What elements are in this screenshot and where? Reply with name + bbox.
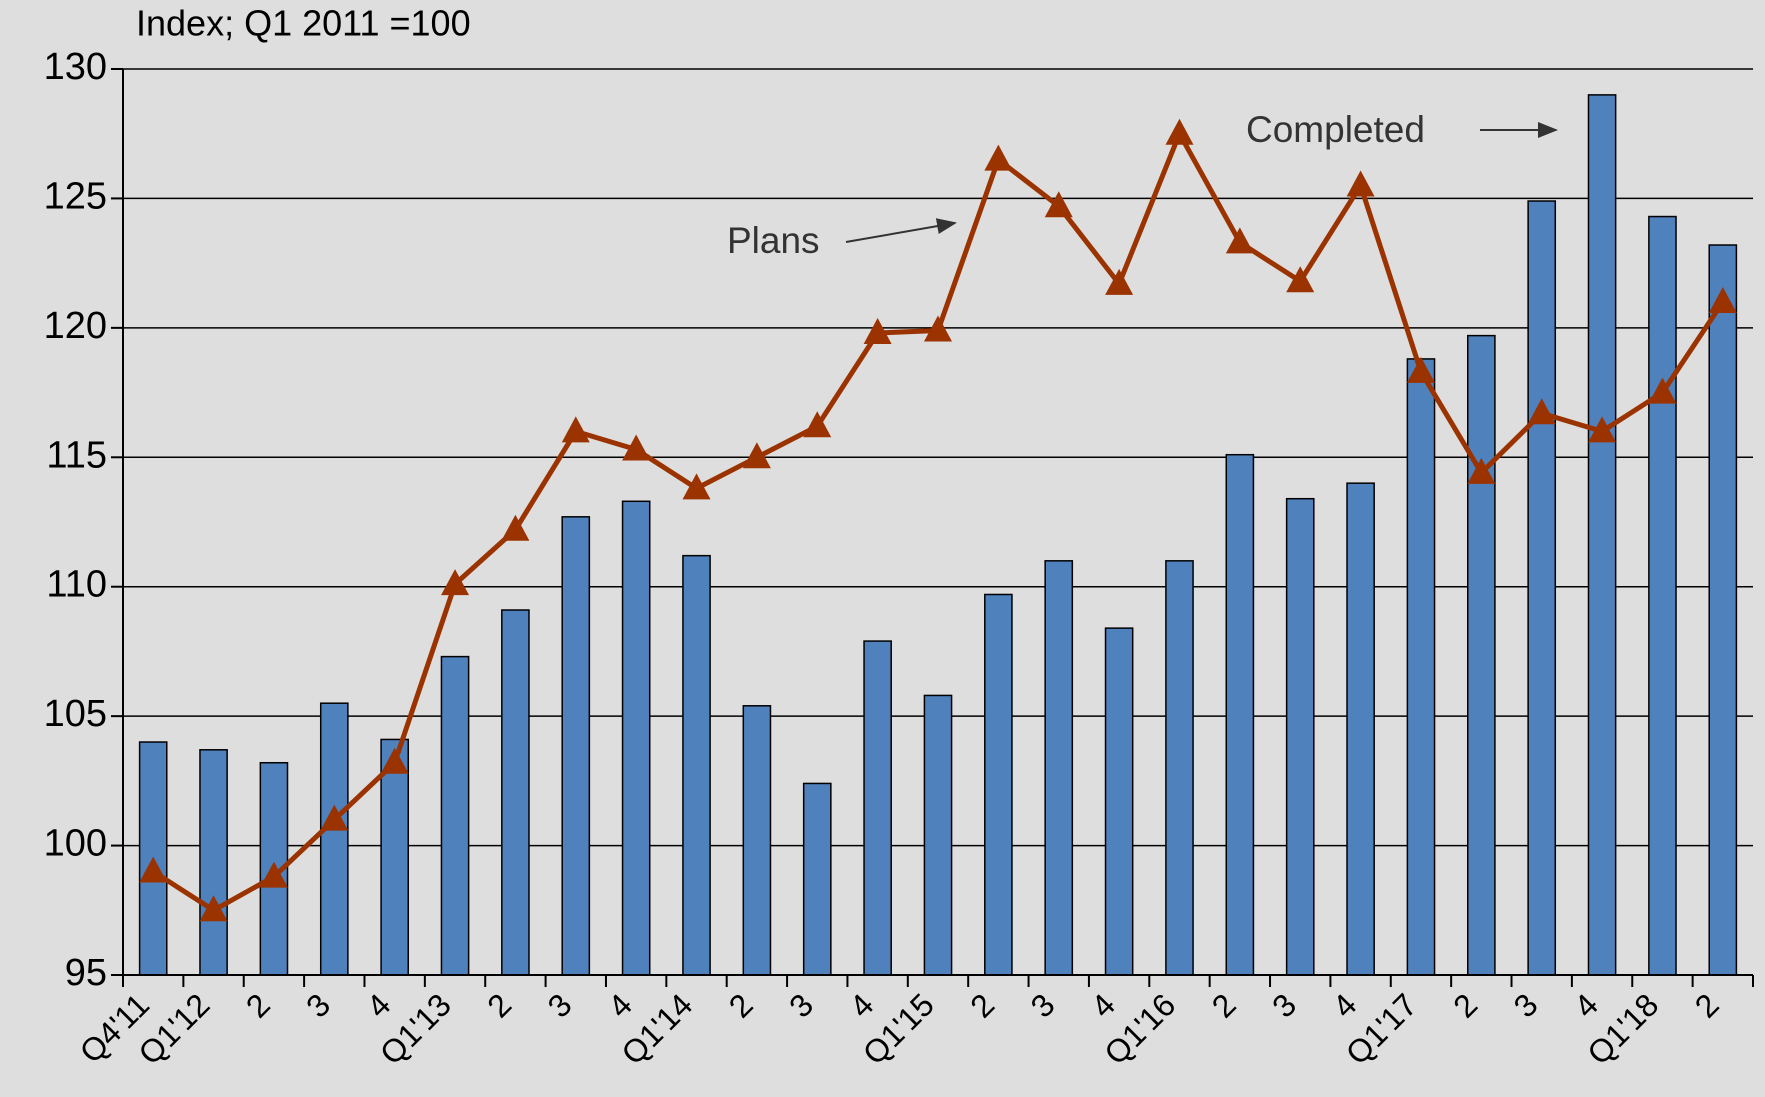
y-tick-label: 110	[46, 564, 107, 606]
marker	[1406, 356, 1435, 383]
marker	[561, 416, 590, 443]
bar	[440, 655, 470, 976]
bar	[319, 702, 349, 976]
bar	[621, 500, 651, 976]
marker	[1708, 286, 1737, 313]
marker	[682, 473, 711, 500]
marker	[441, 569, 470, 596]
bar	[1285, 497, 1315, 976]
marker	[622, 434, 651, 461]
y-tick-label: 125	[44, 175, 107, 217]
bar	[923, 694, 953, 976]
bar	[1406, 358, 1436, 976]
marker	[501, 514, 530, 541]
marker	[1165, 118, 1194, 145]
subtitle: Index; Q1 2011 =100	[136, 3, 471, 44]
marker	[924, 315, 952, 342]
marker	[380, 747, 409, 774]
bar	[802, 782, 832, 976]
completed-annotation: Completed	[1246, 109, 1425, 150]
bar	[1648, 215, 1677, 976]
marker	[984, 144, 1013, 171]
y-tick-label: 115	[46, 434, 107, 476]
marker	[1588, 416, 1617, 443]
bar	[1225, 453, 1255, 976]
bar	[742, 705, 772, 976]
bar	[863, 640, 892, 976]
marker	[1648, 377, 1677, 404]
bar	[501, 609, 530, 976]
bar	[984, 593, 1013, 976]
bar	[1346, 482, 1375, 976]
marker	[1467, 457, 1496, 484]
bar	[1708, 244, 1738, 976]
marker	[1346, 170, 1375, 197]
marker	[139, 856, 168, 883]
marker	[199, 895, 228, 922]
bar	[1165, 560, 1194, 976]
marker	[863, 318, 892, 345]
bar	[1587, 94, 1617, 976]
y-tick-label: 120	[44, 305, 107, 347]
marker	[1105, 268, 1134, 295]
marker	[1225, 227, 1254, 254]
bar	[380, 738, 410, 976]
marker	[803, 411, 832, 438]
marker	[259, 861, 288, 888]
bar	[199, 749, 228, 976]
marker	[1044, 191, 1073, 218]
bar	[1044, 560, 1074, 976]
bar	[561, 516, 591, 976]
y-tick-label: 130	[44, 46, 107, 88]
plans-arrow	[845, 218, 957, 243]
marker	[1286, 266, 1315, 293]
bar	[1467, 334, 1496, 976]
plans-annotation: Plans	[727, 220, 820, 261]
marker	[1527, 398, 1556, 425]
bar	[682, 554, 711, 976]
bar	[1104, 627, 1134, 976]
y-tick-label: 95	[65, 952, 107, 994]
bar	[1527, 200, 1557, 976]
marker	[742, 442, 771, 469]
y-tick-label: 105	[44, 693, 107, 735]
marker	[320, 804, 349, 831]
y-tick-label: 100	[44, 823, 107, 865]
